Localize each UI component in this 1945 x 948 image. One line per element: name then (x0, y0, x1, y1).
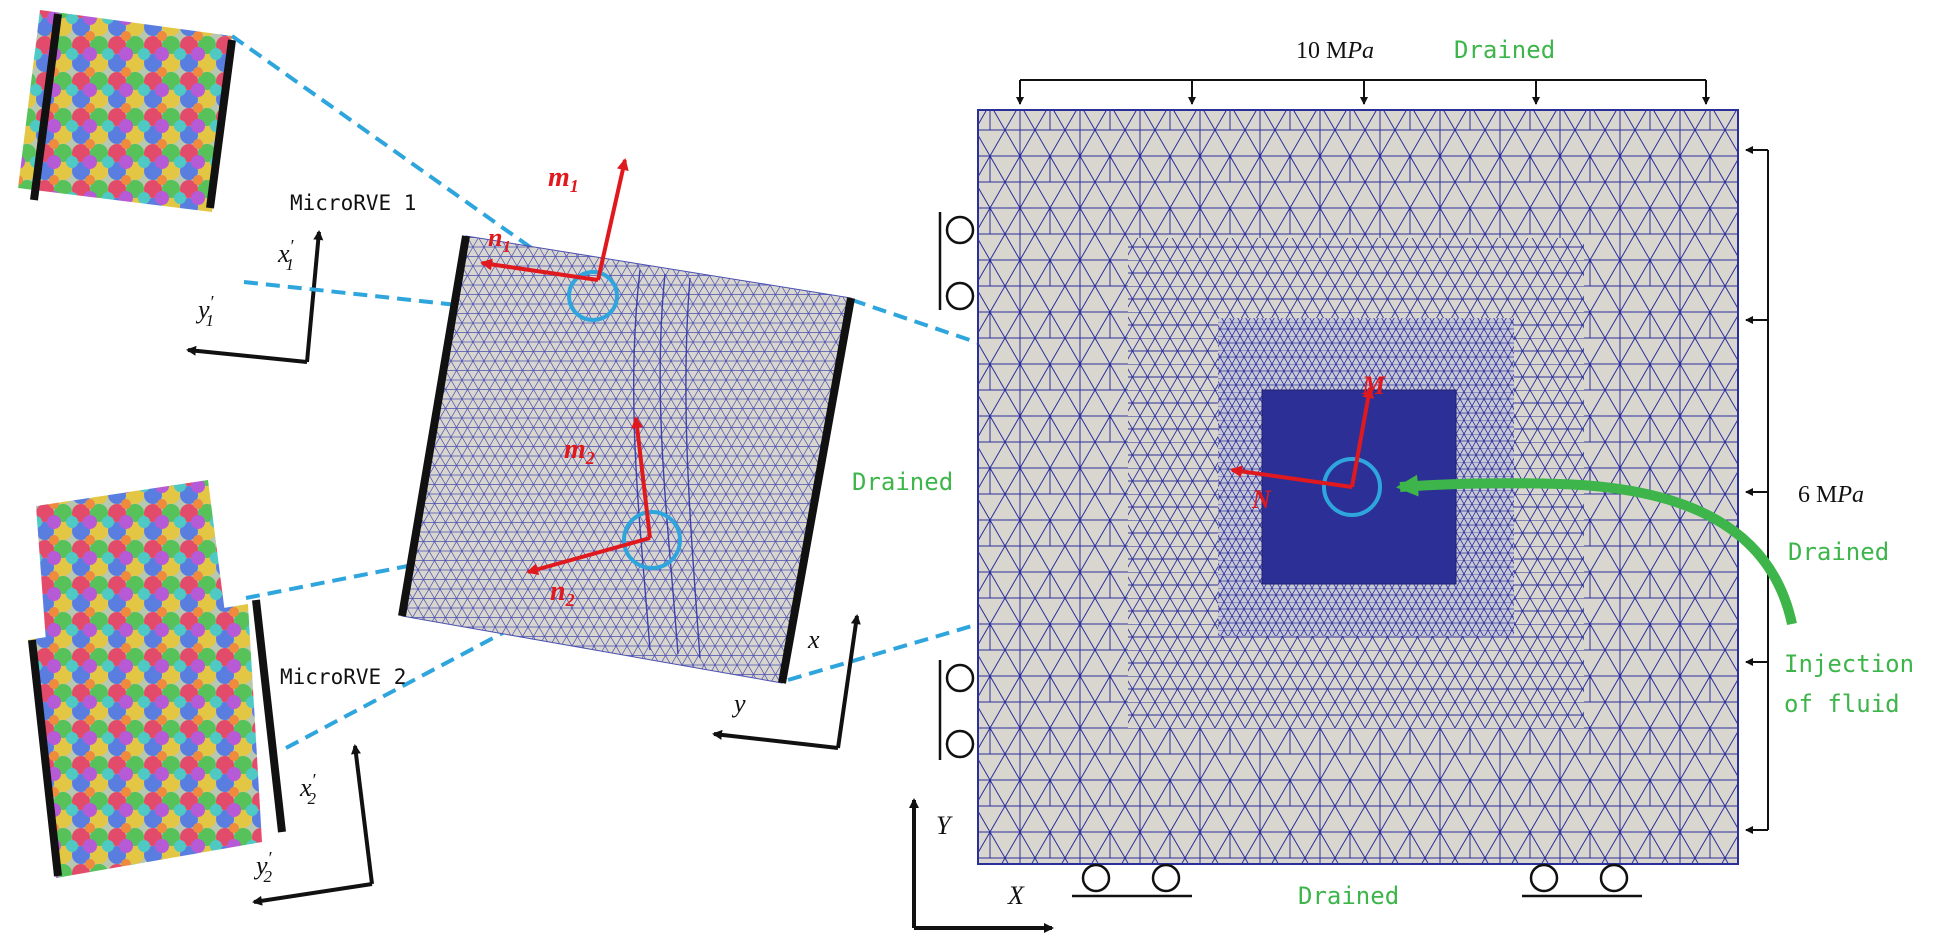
micro-rve-2-block (28, 599, 286, 878)
meso-x-label: x (807, 625, 820, 654)
macro-boundary (977, 109, 1739, 865)
micro-rve-2-x-axis-arrow (351, 744, 374, 885)
left-roller-1 (945, 215, 975, 245)
macro-N-arrow (1230, 465, 1353, 489)
meso-y-axis-arrow (712, 729, 839, 750)
bottom-roller-3 (1529, 863, 1559, 893)
connector-rve1-bottom (243, 280, 579, 320)
left-drained-label: Drained (852, 468, 953, 496)
m2-label: m2 (564, 434, 595, 468)
injection-arrow (1396, 474, 1797, 626)
micro-rve-1 (18, 10, 236, 212)
bottom-roller-2 (1151, 863, 1181, 893)
meso-right-wall (778, 297, 855, 684)
macro-right-load (1745, 146, 1769, 834)
right-load-label: 6 MPa (1798, 482, 1864, 508)
n1-label: n1 (488, 223, 511, 256)
micro-rve-2-axes: x′ 2 y′ 2 (252, 744, 374, 906)
m2-arrow (631, 416, 652, 539)
n1-arrow (480, 258, 599, 282)
meso-vectors: m1 n1 m2 n2 (480, 158, 652, 610)
n2-arrow (526, 536, 651, 576)
macro-gauss-point (1322, 457, 1382, 517)
top-drained-label: Drained (1454, 36, 1555, 64)
meso-gauss-point-1 (567, 270, 619, 322)
meso-mesh (401, 235, 852, 684)
macro-vectors: M N (1230, 371, 1386, 514)
micro-rve-1-y-label: y′ 1 (195, 292, 215, 330)
micro-rve-2-y-label: y′ 2 (253, 848, 273, 886)
global-axes: Y X (909, 798, 1054, 933)
left-roller-3 (945, 663, 975, 693)
micro-rve-1-label: MicroRVE 1 (290, 191, 416, 215)
bottom-roller-1 (1081, 863, 1111, 893)
injection-label-line1: Injection (1784, 650, 1914, 678)
m1-arrow (596, 158, 629, 281)
micro-rve-1-x-axis-arrow (305, 230, 324, 363)
top-load-label: 10 MPa (1296, 38, 1374, 64)
micro-rve-2-grains (28, 604, 262, 878)
global-Y-label: Y (936, 811, 953, 840)
micro-rve-1-particles (18, 10, 232, 212)
micro-rve-1-x-label: x′ 1 (277, 236, 295, 274)
bottom-rollers (1072, 863, 1642, 898)
meso-axes: x y (712, 614, 861, 750)
micro-rve-2-y-axis-arrow (252, 882, 373, 906)
macro-N-label: N (1251, 485, 1272, 514)
micro-rve-1-y-axis-arrow (186, 345, 308, 364)
left-roller-2 (945, 281, 975, 311)
macro-M-label: M (1361, 371, 1386, 400)
m1-label: m1 (548, 162, 579, 196)
bottom-roller-4 (1599, 863, 1629, 893)
macro-top-load (1016, 79, 1710, 105)
micro-rve-1-left-wall (30, 13, 62, 201)
meso-sample (398, 235, 855, 684)
meso-y-label: y (731, 689, 746, 718)
micro-rve-2-label: MicroRVE 2 (280, 665, 406, 689)
bottom-drained-label: Drained (1298, 882, 1399, 910)
left-roller-4 (945, 729, 975, 759)
micro-rve-2-left-wall (28, 639, 62, 877)
meso-shear-band (632, 269, 701, 659)
connector-rve1-top (230, 34, 580, 283)
right-drained-label: Drained (1788, 538, 1889, 566)
micro-rve-1-right-wall (206, 39, 236, 209)
left-rollers (938, 212, 975, 760)
meso-left-wall (398, 235, 470, 617)
micro-rve-2-right-wall (252, 599, 286, 833)
n2-label: n2 (550, 576, 575, 610)
micro-rve-1-axes: x′ 1 y′ 1 (186, 230, 324, 364)
macro-M-arrow (1350, 386, 1375, 488)
meso-x-axis-arrow (836, 614, 861, 749)
meso-gauss-point-2 (622, 510, 682, 570)
global-X-label: X (1007, 881, 1025, 910)
injection-label-line2: of fluid (1784, 690, 1900, 718)
micro-rve-2-x-label: x′ 2 (299, 770, 317, 808)
